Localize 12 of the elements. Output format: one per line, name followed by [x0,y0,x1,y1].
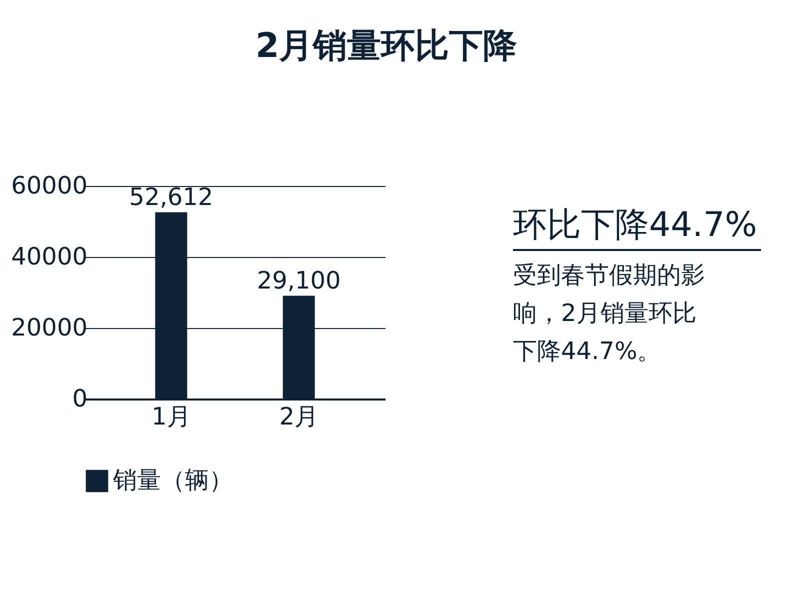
x-tick-label: 2月 [279,402,318,430]
x-tick-label: 1月 [152,402,191,430]
data-label: 52,612 [129,183,214,212]
y-tick-label: 20000 [11,314,88,342]
y-tick-label: 0 [72,384,88,412]
data-label: 29,100 [256,266,341,295]
text: 受到春节假期的影响，2月销量环比下降44.7%。 [513,261,705,365]
legend-label: 销量（辆） [112,466,233,494]
y-tick-label: 40000 [11,242,88,270]
chart-title: 2月销量环比下降 [255,26,518,66]
text: 环比下降44.7% [513,205,758,245]
y-tick-label: 60000 [11,172,88,200]
